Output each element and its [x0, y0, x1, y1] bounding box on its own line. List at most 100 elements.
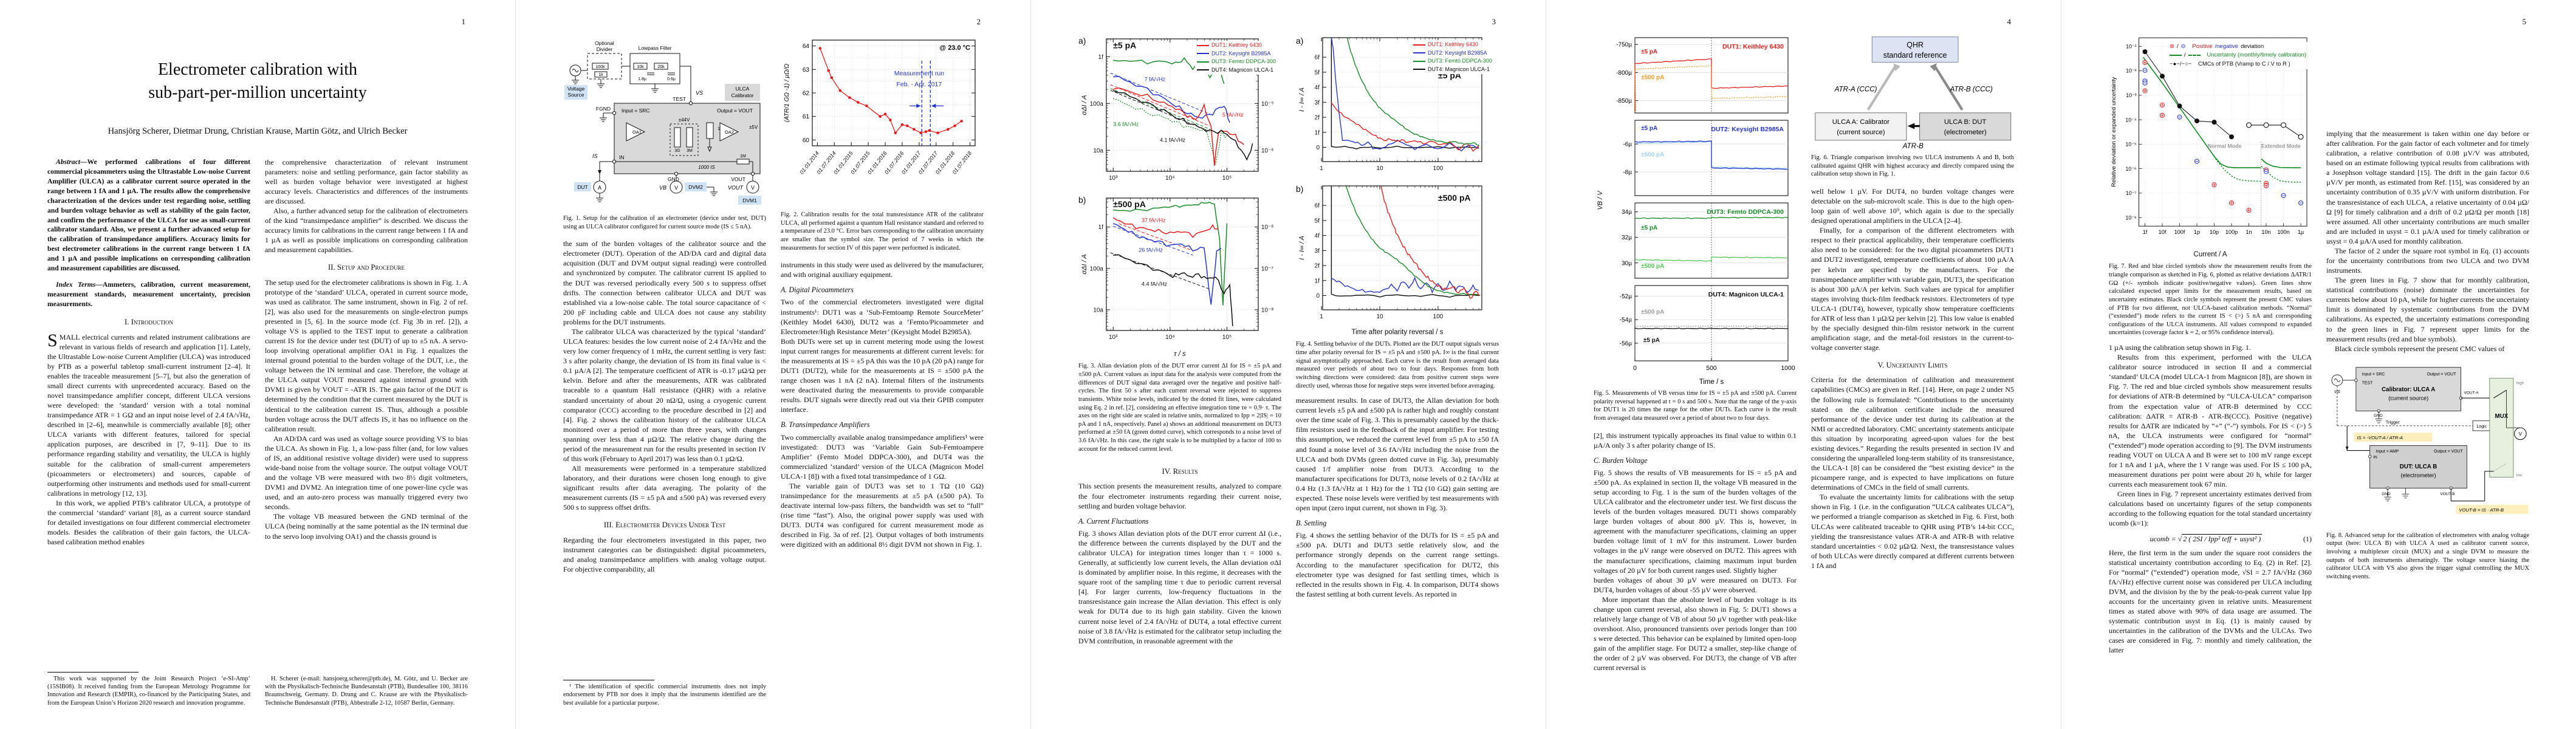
p3-right-paragraph-1: measurement results. In case of DUT3, th… [1296, 396, 1499, 513]
svg-text:Relative deviation or expanded: Relative deviation or expanded uncertain… [2111, 77, 2117, 187]
minus-symbol: ⊖ [2180, 43, 2186, 50]
page-number: 1 [461, 17, 466, 26]
svg-text:Calibrator: Calibrator [731, 92, 754, 98]
fig6-atr-a-ccc-label: ATR-A (CCC) [1834, 86, 1877, 94]
fig8-ulca-a-label: Calibrator: ULCA A [2382, 386, 2435, 393]
svg-text:-54µ: -54µ [1620, 317, 1632, 324]
fig5-burden-voltage-chart: -750µ -800µ -850µ ±5 pA ±500 pA DUT1: Keithle… [1597, 37, 1795, 386]
svg-text:-6µ: -6µ [1623, 142, 1632, 148]
svg-text:±5 pA: ±5 pA [1641, 49, 1657, 55]
svg-text:4f: 4f [1315, 233, 1320, 239]
svg-text:Feb. - Apr. 2017: Feb. - Apr. 2017 [897, 81, 942, 88]
svg-text:2f: 2f [1315, 115, 1320, 122]
page-number: 2 [976, 17, 981, 26]
fig6-atr-b-ccc-label: ATR-B (CCC) [1950, 86, 1993, 94]
fig1-dvm1-label: DVM1 [742, 197, 757, 204]
section-heading-results: IV. Results [1162, 467, 1198, 476]
svg-text:±5 pA: ±5 pA [1641, 125, 1657, 132]
svg-text:30µ: 30µ [1622, 260, 1632, 267]
svg-text:64: 64 [803, 43, 810, 50]
svg-text:DUT3: Femto DDPCA-300: DUT3: Femto DDPCA-300 [1707, 208, 1784, 216]
fig7-x-axis-label: Current / A [2193, 251, 2227, 258]
subsection-digital-picoammeters: A. Digital Picoammeters [781, 286, 854, 295]
svg-text:±500 pA: ±500 pA [1641, 74, 1664, 81]
fig8-logic-box: Logic [2477, 425, 2487, 429]
fig8-high-label: high [2516, 381, 2524, 385]
svg-text:34µ: 34µ [1622, 209, 1632, 216]
figure-7: 1f 10f 100f 1p 10p 100p 1n 10n 100n 1µ 10⁻¹ 10⁻² 10⁻… [2109, 33, 2312, 249]
page2-right-column: 60 61 62 63 64 01.01.2014 01.07.2014 01.01.2015… [781, 33, 984, 707]
svg-text:10⁻⁶: 10⁻⁶ [1261, 148, 1274, 154]
page-1: 1 Electrometer calibration with sub-part-… [0, 0, 515, 729]
footnote-rule [47, 671, 139, 673]
svg-text:32µ: 32µ [1622, 234, 1632, 241]
fig4b-settling-chart: 1 10 100 0 1f 2f 3f 4f 5f 6f ±500 pA I - I∞ / A [1298, 185, 1482, 320]
fig4-x-axis-label: Time after polarity reversal / s [1351, 329, 1444, 336]
fig1-divider-label: Optional [595, 40, 614, 46]
title-line2: sub-part-per-million uncertainty [148, 83, 367, 102]
figure-8: VS Input = SRC Output = VOUT TEST Calibr… [2326, 358, 2529, 587]
p4-right-paragraph-4: To evaluate the uncertainty limits for c… [1811, 493, 2014, 570]
svg-text:100n: 100n [2277, 229, 2289, 235]
svg-text:60: 60 [803, 137, 810, 144]
svg-text:σΔI / A: σΔI / A [1081, 95, 1088, 115]
page2-left-column: Voltage Source Optional Divider 100k 1k … [563, 33, 766, 707]
svg-text:±5 pA: ±5 pA [1113, 40, 1136, 50]
fig8-dvm-meter: V [2519, 431, 2523, 437]
setup-paragraph-1: The setup used for the electrometer cali… [265, 278, 468, 433]
figure-4a: 1 10 100 0 1f 2f 3f 4f 5f 6f ±5 pA I - I∞ / A a) DU… [1296, 33, 1499, 179]
svg-text:1f: 1f [1315, 129, 1320, 136]
legend-swatch-dut1 [1196, 44, 1209, 46]
fig1-vout-label: VOUT [728, 185, 744, 191]
svg-text:10⁻⁴: 10⁻⁴ [2125, 117, 2136, 123]
page-5: 5 1f 10f 100f 1p 10p 100p 1n 10n 100n 1µ 10⁻¹ 10⁻² 1… [2061, 0, 2576, 729]
index-terms-label: Index Terms— [56, 281, 103, 289]
cmc-symbols: −●−/−○− [2170, 60, 2192, 67]
svg-text:±500 pA: ±500 pA [1438, 193, 1471, 203]
page-number: 4 [2007, 17, 2012, 26]
p4-right-paragraph-3: Criteria for the determination of calibr… [1811, 375, 2014, 492]
svg-text:10⁻⁸: 10⁻⁸ [2125, 214, 2136, 221]
fig1-cap-1u8: 1.8µ [638, 77, 646, 81]
svg-text:1000: 1000 [1781, 364, 1795, 372]
svg-text:100: 100 [1433, 165, 1444, 172]
svg-text:10a: 10a [1093, 148, 1103, 154]
svg-text:@ 23.0 °C: @ 23.0 °C [939, 44, 970, 52]
svg-text:(electrometer): (electrometer) [1944, 129, 1987, 136]
fig1-cap-0u6: 0.6µ [667, 77, 676, 81]
svg-text:63: 63 [803, 67, 810, 74]
panel-tag-b: b) [1078, 195, 1086, 205]
fig4-caption: Fig. 4. Settling behavior of the DUTs. P… [1296, 341, 1499, 389]
svg-text:-800µ: -800µ [1616, 70, 1632, 77]
p5-right-paragraph-3: The green lines in Fig. 7 show that for … [2326, 276, 2529, 343]
svg-text:10⁻⁶: 10⁻⁶ [2126, 166, 2137, 172]
setup-paragraph-2: An AD/DA card was used as voltage source… [265, 434, 468, 512]
svg-text:100: 100 [1433, 313, 1444, 320]
fig7-caption: Fig. 7. Red and blue circled symbols sho… [2109, 263, 2312, 337]
p2-right-paragraph-3: Both DUTs were set up in current meterin… [781, 337, 984, 414]
fig6-caption: Fig. 6. Triangle comparison involving tw… [1811, 154, 2014, 178]
p3-left-paragraph-1: Fig. 3 shows Allan deviation plots of th… [1078, 529, 1281, 645]
fig3-legend: DUT1: Keithley 6430 DUT2: Keysight B2985… [1194, 41, 1278, 75]
svg-text:(ATR/1 GΩ -1) / µΩ/Ω: (ATR/1 GΩ -1) / µΩ/Ω [784, 64, 790, 123]
fig8-output-vout: Output = VOUT [2427, 372, 2457, 377]
fig1-resistor-10k: 10k [637, 65, 644, 69]
fig3b-allan-deviation-chart: 10³ 10⁴ 10⁵ 1f 100a 10a 10⁻⁶ 10⁻⁷ 10⁻⁸ 37 fA/√Hz 2… [1081, 197, 1274, 341]
svg-text:10⁵: 10⁵ [1222, 334, 1231, 341]
svg-text:VB / V: VB / V [1597, 190, 1604, 210]
plus-symbol: ⊕ [2170, 43, 2175, 50]
svg-text:standard reference: standard reference [1883, 51, 1947, 60]
p2-right-paragraph-2: Two of the commercial electrometers inve… [781, 298, 984, 336]
svg-text:10⁻⁵: 10⁻⁵ [1261, 101, 1274, 108]
fig6-ulca-b-label: ULCA B: DUT [1944, 118, 1987, 126]
p5-left-paragraph-2: Results from this experiment, performed … [2109, 353, 2312, 489]
fig1-vb-label: VB [659, 185, 666, 191]
svg-text:I - I∞ / A: I - I∞ / A [1298, 236, 1306, 260]
fig8-input-src: Input = SRC [2362, 372, 2385, 377]
svg-text:±500 pA: ±500 pA [1113, 199, 1146, 209]
svg-text:Time / s: Time / s [1699, 378, 1724, 386]
page-number: 3 [1492, 17, 1496, 26]
fig8-trigger-label: Trigger [2386, 419, 2400, 425]
svg-text:±5 pA: ±5 pA [1643, 337, 1660, 344]
legend-swatch-dut4 [1196, 69, 1209, 71]
